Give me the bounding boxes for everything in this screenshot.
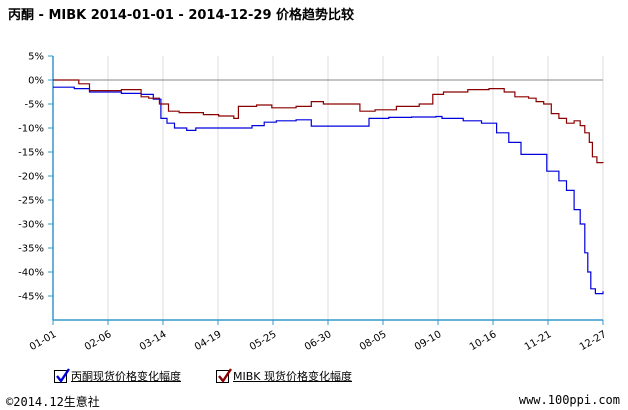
- x-tick-label: 01-01: [28, 329, 59, 353]
- grid-lines: [53, 56, 604, 320]
- legend-label-acetone[interactable]: 丙酮现货价格变化幅度: [71, 370, 181, 383]
- legend-label-mibk[interactable]: MIBK 现货价格变化幅度: [233, 370, 352, 383]
- y-tick-label: -35%: [18, 244, 44, 255]
- x-tick-label: 08-05: [358, 329, 389, 353]
- footer-copyright: ©2014.12生意社: [6, 395, 100, 409]
- x-tick-label: 02-06: [83, 329, 114, 353]
- y-tick-labels: 5% 0% -5% -10% -15% -20% -25% -30% -35% -40% -45%: [18, 52, 44, 303]
- chart-title: 丙酮 - MIBK 2014-01-01 - 2014-12-29 价格趋势比较: [8, 8, 355, 23]
- x-tick-labels: 01-01 02-06 03-14 04-19 05-25 06-30 08-05 09-10…: [28, 329, 609, 353]
- x-tick-label: 03-14: [138, 329, 169, 353]
- y-tick-label: 0%: [28, 76, 44, 87]
- x-tick-label: 04-19: [193, 329, 224, 353]
- checkbox-acetone-icon[interactable]: [54, 367, 70, 383]
- series-lines: [53, 79, 604, 295]
- x-tick-label: 12-27: [578, 329, 609, 353]
- checkbox-mibk-icon[interactable]: [216, 367, 232, 383]
- y-tick-label: 5%: [28, 52, 44, 63]
- legend-item-mibk[interactable]: MIBK 现货价格变化幅度: [216, 367, 352, 384]
- y-tick-label: -20%: [18, 172, 44, 183]
- x-tick-label: 11-21: [523, 329, 554, 353]
- legend-item-acetone[interactable]: 丙酮现货价格变化幅度: [54, 367, 181, 384]
- y-tick-label: -15%: [18, 148, 44, 159]
- x-tick-label: 06-30: [303, 329, 334, 353]
- y-tick-label: -25%: [18, 196, 44, 207]
- footer-website-link[interactable]: www.100ppi.com: [518, 393, 620, 407]
- y-tick-label: -45%: [18, 292, 44, 303]
- y-tick-label: -5%: [25, 100, 44, 111]
- series-line-mibk: [53, 79, 604, 164]
- y-tick-label: -10%: [18, 124, 44, 135]
- series-line-acetone: [53, 86, 604, 295]
- y-tick-label: -40%: [18, 268, 44, 279]
- x-tick-label: 09-10: [413, 329, 444, 353]
- x-tick-label: 05-25: [248, 329, 279, 353]
- axes: [48, 55, 604, 325]
- x-tick-label: 10-16: [468, 329, 499, 353]
- y-tick-label: -30%: [18, 220, 44, 231]
